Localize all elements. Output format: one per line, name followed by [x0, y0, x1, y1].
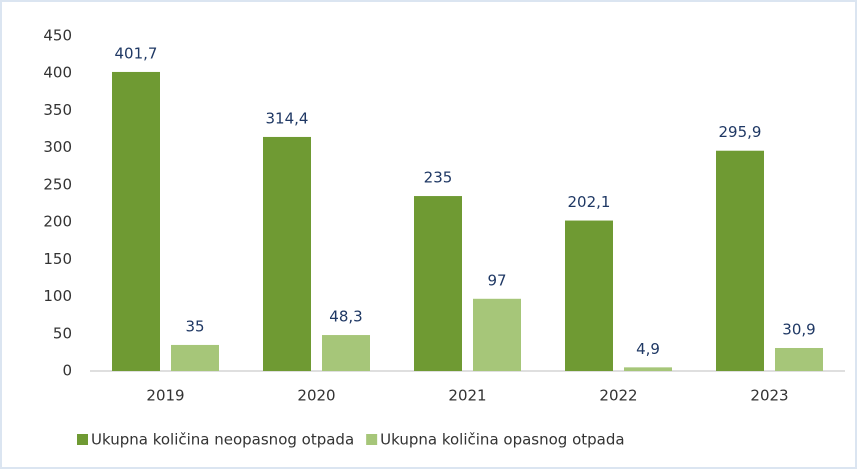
legend-swatch	[366, 434, 378, 445]
y-tick-label: 300	[43, 138, 72, 156]
bar	[473, 298, 521, 371]
x-tick-label: 2020	[297, 387, 335, 405]
value-label: 4,9	[636, 340, 660, 358]
y-tick-label: 150	[43, 250, 72, 268]
value-label: 314,4	[266, 109, 309, 127]
value-label: 48,3	[329, 308, 362, 326]
bar	[112, 71, 160, 371]
bar	[716, 150, 764, 371]
y-tick-label: 200	[43, 213, 72, 231]
x-tick-label: 2019	[146, 387, 184, 405]
x-tick-label: 2022	[599, 387, 637, 405]
bar	[263, 136, 311, 371]
value-label: 401,7	[115, 44, 158, 62]
legend-label: Ukupna količina opasnog otpada	[380, 431, 624, 449]
bar	[565, 220, 613, 371]
y-tick-label: 250	[43, 175, 72, 193]
x-tick-label: 2021	[448, 387, 486, 405]
value-label: 30,9	[782, 320, 815, 338]
value-label: 35	[185, 317, 204, 335]
x-tick-label: 2023	[750, 387, 788, 405]
bar	[775, 347, 823, 371]
value-label: 97	[487, 271, 506, 289]
y-tick-label: 450	[43, 27, 72, 45]
legend-swatch	[77, 434, 88, 445]
bar	[322, 335, 370, 371]
y-tick-label: 50	[53, 324, 72, 342]
bar	[414, 196, 462, 371]
y-tick-label: 100	[43, 287, 72, 305]
y-tick-label: 350	[43, 101, 72, 119]
value-label: 202,1	[568, 193, 611, 211]
legend-label: Ukupna količina neopasnog otpada	[91, 431, 354, 449]
bar	[171, 344, 219, 371]
y-tick-label: 400	[43, 64, 72, 82]
y-tick-label: 0	[62, 362, 72, 380]
value-label: 235	[424, 169, 453, 187]
bar	[624, 367, 672, 371]
value-label: 295,9	[719, 123, 762, 141]
